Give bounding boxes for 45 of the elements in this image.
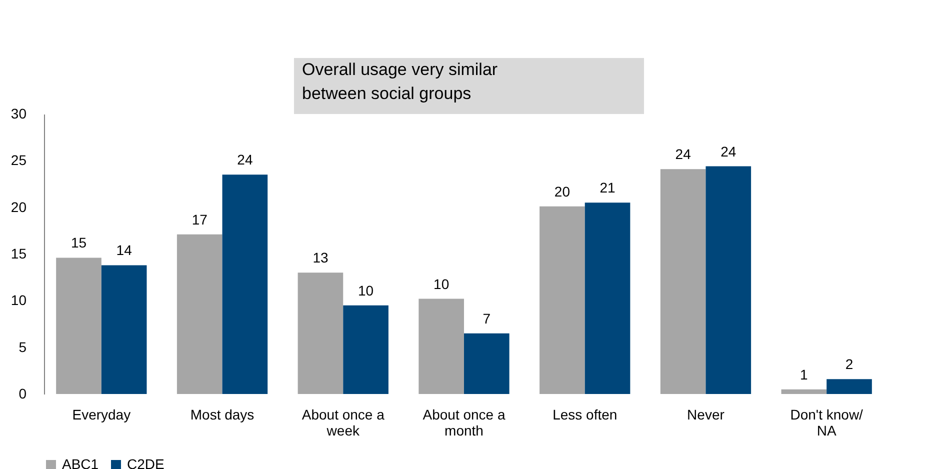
y-tick-label: 10 <box>10 292 27 308</box>
y-tick-label: 20 <box>10 198 27 215</box>
text: Overall usage very similar between social groups <box>302 60 498 103</box>
data-label: 13 <box>312 250 328 266</box>
legend-label: ABC1 <box>62 456 99 469</box>
x-tick-label: Don't know/ NA <box>790 406 864 438</box>
bar <box>826 379 872 394</box>
data-label: 17 <box>192 211 208 228</box>
x-tick-label: About once a month <box>422 406 506 438</box>
bar <box>418 298 464 394</box>
data-label: 10 <box>434 276 450 292</box>
bar <box>781 389 827 394</box>
data-label: 14 <box>116 242 132 258</box>
x-tick-label: Most days <box>190 406 254 422</box>
bar <box>706 166 752 394</box>
data-label: 20 <box>554 183 570 200</box>
y-tick-label: 30 <box>10 106 27 122</box>
bar <box>584 202 630 394</box>
data-label: 24 <box>237 152 253 168</box>
bar <box>176 234 222 394</box>
data-label: 2 <box>845 356 854 372</box>
data-label: 21 <box>600 180 616 196</box>
bar <box>343 305 388 394</box>
x-tick-label: Never <box>687 406 725 422</box>
bar <box>298 272 344 394</box>
y-tick-label: 0 <box>18 386 27 402</box>
bar <box>464 333 510 394</box>
bar <box>540 206 585 394</box>
data-label: 24 <box>675 146 692 162</box>
y-tick-label: 25 <box>10 152 27 168</box>
bar <box>222 174 268 394</box>
bar <box>56 258 102 394</box>
x-tick-label: About once a week <box>302 406 385 438</box>
data-label: 10 <box>358 282 374 298</box>
data-label: 7 <box>482 310 491 326</box>
data-label: 24 <box>720 143 736 160</box>
y-tick-label: 15 <box>10 246 27 262</box>
legend-label: C2DE <box>127 456 164 469</box>
bar <box>660 169 706 394</box>
bar <box>101 265 147 394</box>
data-label: 1 <box>800 366 808 382</box>
x-tick-label: Everyday <box>72 406 131 422</box>
y-tick-label: 5 <box>18 338 27 355</box>
data-label: 15 <box>70 234 87 251</box>
x-tick-label: Less often <box>552 406 618 422</box>
